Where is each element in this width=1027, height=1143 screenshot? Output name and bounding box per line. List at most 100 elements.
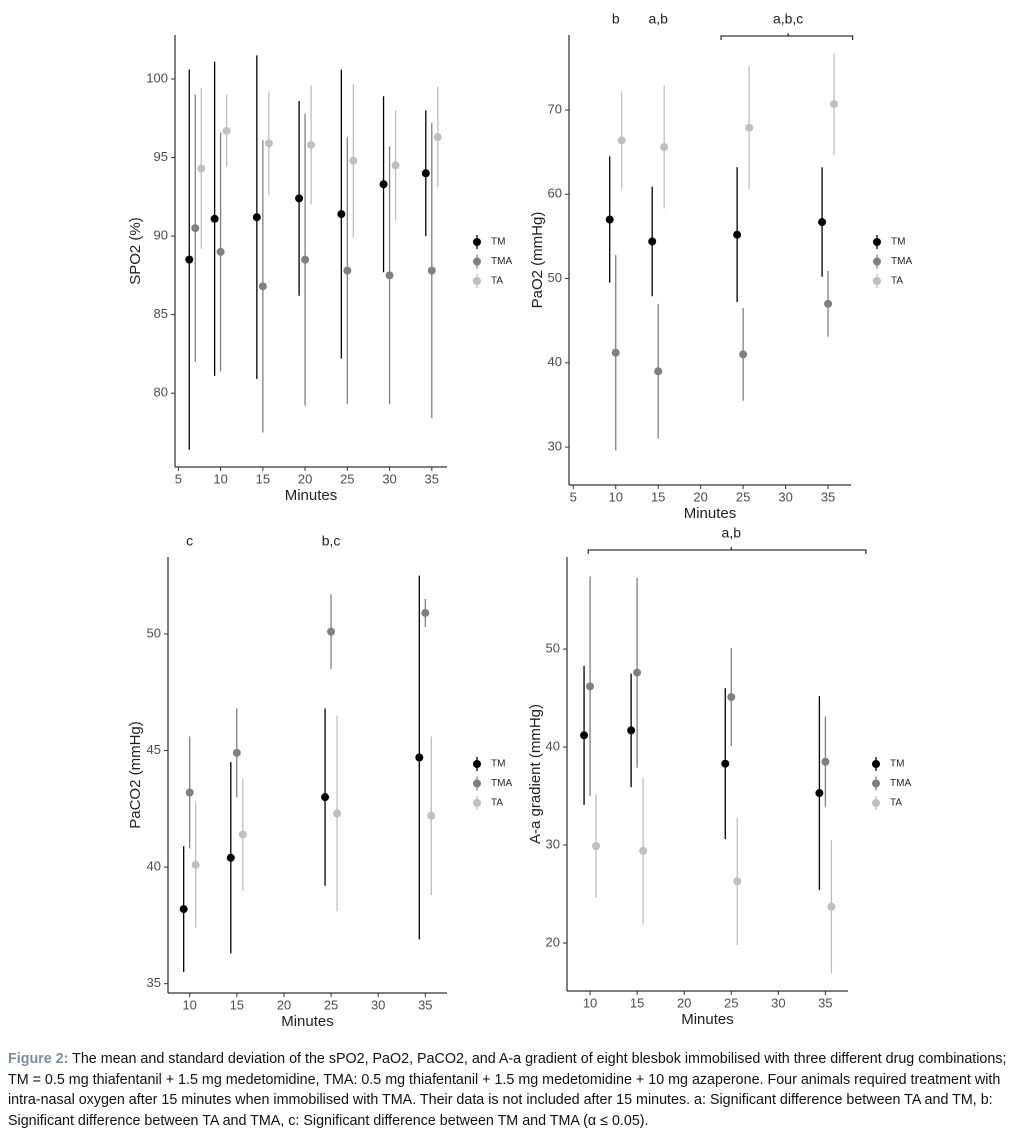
point — [258, 282, 267, 291]
x-axis-title: Minutes — [281, 1013, 334, 1030]
point — [210, 214, 219, 223]
annotation: b,c — [322, 533, 341, 549]
y-tick-label: 80 — [154, 385, 168, 400]
point — [301, 255, 310, 264]
point — [592, 842, 601, 851]
y-tick-label: 100 — [146, 70, 168, 85]
point — [586, 682, 595, 691]
y-tick-label: 30 — [548, 439, 562, 454]
y-tick-label: 50 — [548, 270, 562, 285]
legend-marker — [473, 257, 481, 266]
legend-marker — [873, 257, 881, 266]
point — [185, 788, 194, 797]
caption: Figure 2: The mean and standard deviatio… — [8, 1049, 1020, 1131]
x-tick-label: 15 — [230, 997, 244, 1012]
x-axis-title: Minutes — [684, 505, 737, 522]
y-axis-title: A-a gradient (mmHg) — [527, 704, 544, 844]
x-tick-label: 35 — [425, 471, 439, 486]
x-tick-label: 20 — [298, 471, 312, 486]
point — [295, 194, 304, 203]
y-axis-title: SPO2 (%) — [127, 217, 144, 285]
point — [222, 126, 231, 135]
y-axis-title: PaCO2 (mmHg) — [127, 721, 144, 829]
bracket — [587, 547, 867, 554]
point — [179, 905, 188, 914]
point — [349, 156, 358, 165]
legend-label: TM — [890, 759, 904, 770]
x-tick-label: 25 — [736, 489, 750, 504]
point — [611, 348, 620, 357]
point — [264, 139, 273, 148]
y-tick-label: 60 — [548, 186, 562, 201]
legend-label: TM — [491, 237, 505, 248]
annotation: b — [612, 11, 620, 27]
x-tick-label: 30 — [371, 997, 385, 1012]
point — [216, 247, 225, 256]
point — [733, 230, 742, 239]
y-tick-label: 50 — [546, 641, 560, 656]
legend-label: TMA — [491, 778, 512, 789]
legend-label: TA — [890, 798, 902, 809]
annotation: a,b — [648, 11, 668, 27]
point — [197, 164, 206, 173]
x-axis-title: Minutes — [285, 487, 338, 504]
x-axis-title: Minutes — [681, 1011, 734, 1028]
point — [185, 255, 194, 264]
legend-marker — [473, 238, 481, 246]
y-tick-label: 40 — [548, 354, 562, 369]
point — [733, 877, 742, 886]
legend-marker — [873, 277, 881, 285]
y-tick-label: 20 — [546, 934, 560, 949]
annotation: c — [186, 533, 193, 549]
bracket — [720, 33, 854, 40]
point — [415, 753, 424, 762]
y-tick-label: 40 — [546, 738, 560, 753]
point — [337, 210, 346, 219]
y-tick-label: 90 — [154, 228, 168, 243]
point — [617, 136, 626, 145]
point — [427, 266, 436, 275]
point — [421, 169, 430, 178]
point — [727, 693, 736, 702]
point — [627, 726, 636, 735]
legend-marker — [872, 799, 880, 807]
annotation: a,b,c — [773, 11, 803, 27]
y-tick-label: 30 — [546, 836, 560, 851]
caption-text: The mean and standard deviation of the s… — [8, 1051, 1007, 1129]
legend-label: TMA — [491, 256, 512, 267]
x-tick-label: 30 — [382, 471, 396, 486]
point — [333, 809, 342, 818]
x-tick-label: 25 — [324, 997, 338, 1012]
legend-label: TA — [491, 798, 503, 809]
legend-label: TA — [891, 276, 903, 287]
point — [427, 811, 436, 820]
legend-label: TMA — [890, 778, 911, 789]
x-tick-label: 35 — [818, 995, 832, 1010]
x-tick-label: 20 — [677, 995, 691, 1010]
x-tick-label: 10 — [182, 997, 196, 1012]
point — [660, 143, 669, 152]
point — [830, 100, 839, 109]
y-tick-label: 70 — [548, 101, 562, 116]
point — [385, 271, 394, 280]
point — [818, 218, 827, 227]
y-tick-label: 50 — [147, 625, 161, 640]
x-tick-label: 15 — [256, 471, 270, 486]
x-tick-label: 35 — [418, 997, 432, 1012]
point — [421, 608, 430, 617]
legend-marker — [872, 779, 880, 788]
point — [307, 140, 316, 149]
legend-label: TM — [891, 237, 905, 248]
point — [605, 215, 614, 224]
y-tick-label: 85 — [154, 306, 168, 321]
point — [379, 180, 388, 189]
x-tick-label: 30 — [771, 995, 785, 1010]
point — [226, 853, 235, 862]
legend-marker — [872, 760, 880, 768]
point — [821, 757, 830, 766]
y-tick-label: 35 — [147, 975, 161, 990]
point — [191, 860, 200, 869]
legend-marker — [473, 779, 481, 788]
point — [327, 627, 336, 636]
figure: 80 85 90 95 100 5 10 15 20 25 30 35 Minutes SPO2 (%) T… — [127, 11, 912, 1030]
